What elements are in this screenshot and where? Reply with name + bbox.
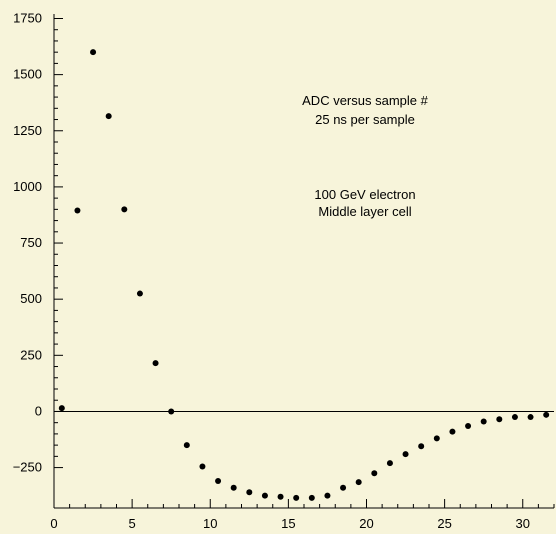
data-point (261, 492, 268, 499)
data-point (418, 443, 425, 450)
data-point (293, 494, 300, 501)
annotation-adc-versus-sample: ADC versus sample # (302, 93, 428, 108)
data-point (386, 460, 393, 467)
x-axis: 0 5 10 15 20 25 30 (50, 499, 555, 531)
x-tick-label: 10 (203, 516, 217, 531)
x-tick-label: 15 (281, 516, 295, 531)
data-point (74, 207, 81, 214)
y-tick-label: 750 (20, 235, 42, 250)
data-point (105, 113, 112, 120)
data-point (215, 478, 222, 485)
y-tick-label: 250 (20, 347, 42, 362)
y-tick-label: 0 (35, 403, 42, 418)
annotation-layer-cell: Middle layer cell (318, 204, 411, 219)
data-point (183, 442, 190, 449)
data-points (58, 49, 550, 501)
data-point (121, 206, 128, 213)
data-point (168, 408, 175, 415)
y-tick-label: 1250 (13, 123, 42, 138)
data-point (308, 494, 315, 501)
x-tick-label: 25 (437, 516, 451, 531)
data-point (58, 405, 65, 412)
annotation-ns-per-sample: 25 ns per sample (315, 112, 415, 127)
data-point (496, 416, 503, 423)
x-tick-label: 5 (129, 516, 136, 531)
data-point (371, 470, 378, 477)
data-point (543, 411, 550, 418)
y-tick-label: −250 (13, 460, 42, 475)
y-axis: −250 0 250 500 750 1000 1250 1500 1750 (13, 10, 63, 508)
y-tick-label: 1750 (13, 10, 42, 25)
annotation-electron-energy: 100 GeV electron (314, 187, 415, 202)
data-point (527, 414, 534, 421)
x-tick-label: 30 (516, 516, 530, 531)
data-point (355, 479, 362, 486)
x-tick-label: 0 (50, 516, 57, 531)
data-point (480, 418, 487, 425)
data-point (511, 414, 518, 421)
data-point (433, 435, 440, 442)
data-point (277, 493, 284, 500)
data-point (90, 49, 97, 56)
y-tick-label: 500 (20, 291, 42, 306)
data-point (246, 489, 253, 496)
y-tick-label: 1500 (13, 67, 42, 82)
x-tick-label: 20 (359, 516, 373, 531)
data-point (324, 492, 331, 499)
data-point (152, 360, 159, 367)
plot-area (54, 14, 554, 508)
data-point (402, 451, 409, 458)
y-tick-label: 1000 (13, 179, 42, 194)
data-point (136, 290, 143, 297)
data-point (199, 463, 206, 470)
data-point (230, 484, 237, 491)
data-point (465, 423, 472, 430)
data-point (340, 484, 347, 491)
data-point (449, 428, 456, 435)
